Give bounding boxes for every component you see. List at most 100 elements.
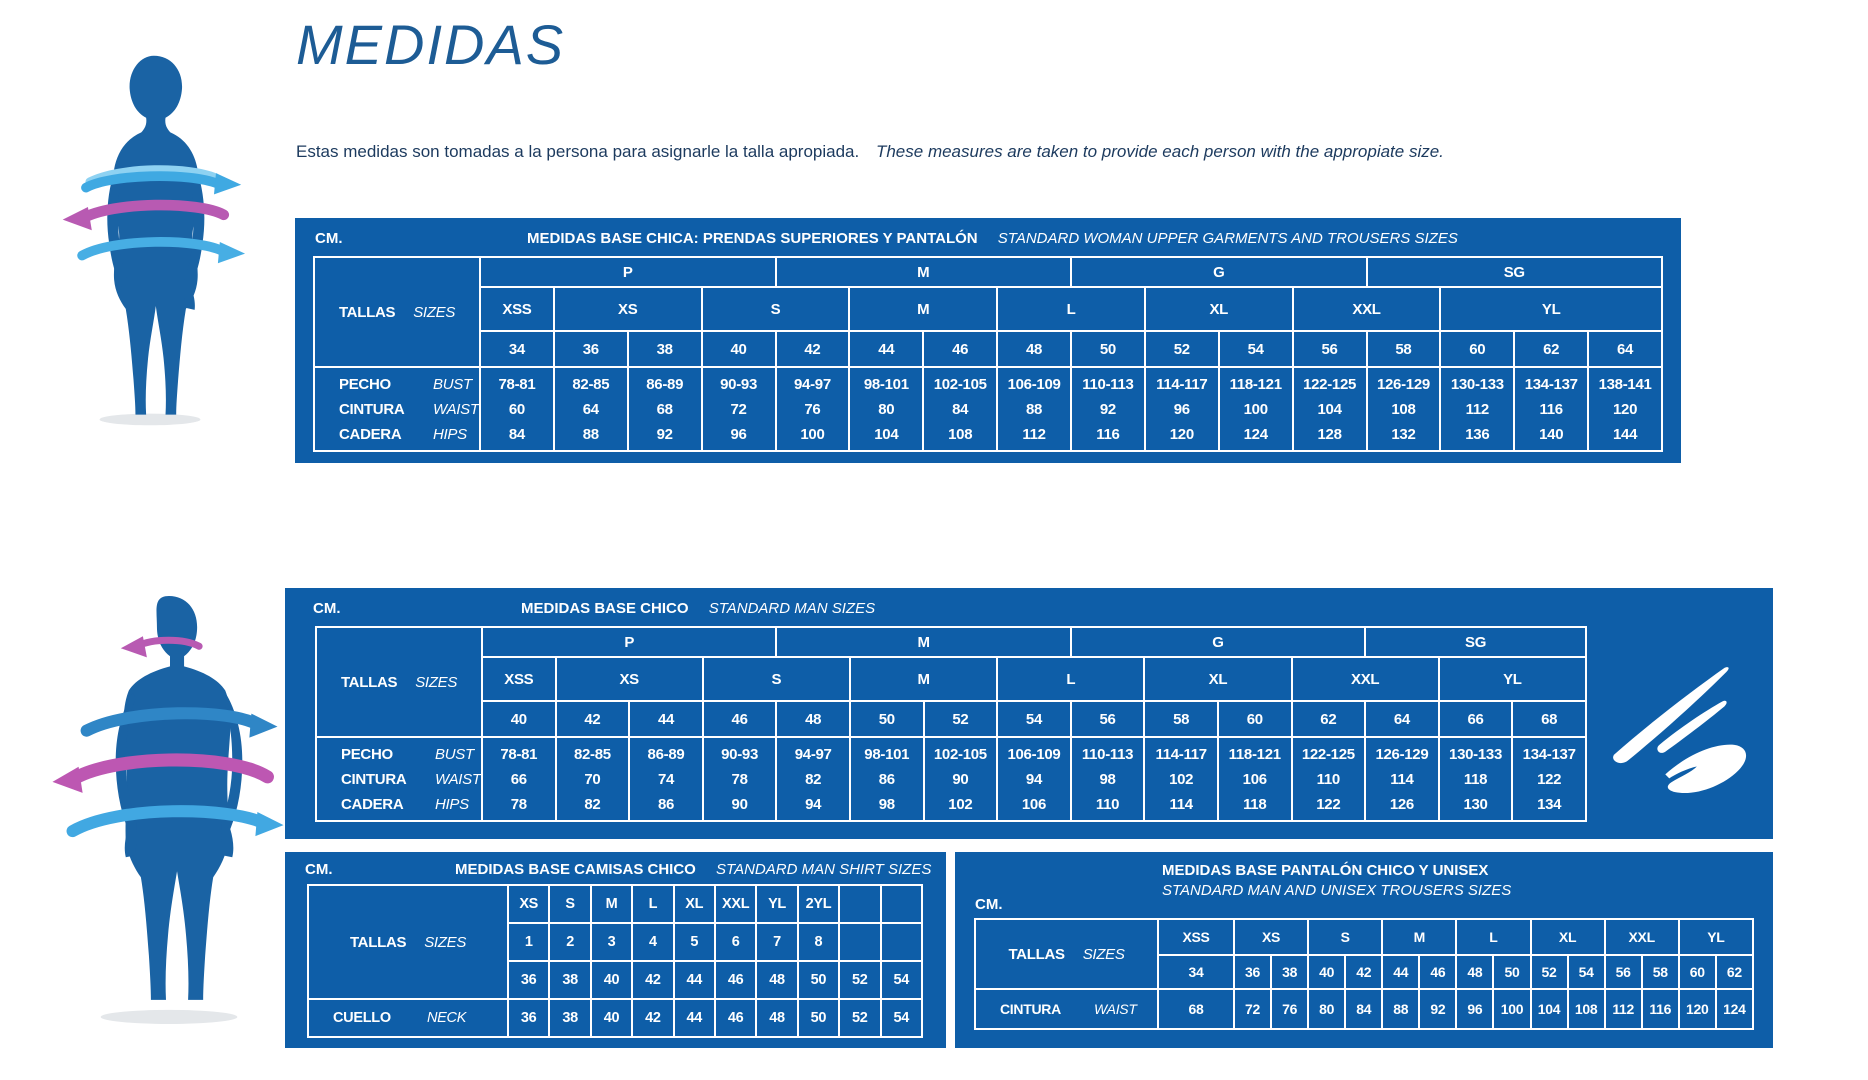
size-code-cell: [838, 922, 882, 962]
measure-values-cell: 86-89 68 92: [626, 366, 703, 452]
measure-value: 118-121: [1229, 375, 1282, 393]
unit-label: CM.: [975, 896, 1003, 913]
trouser-panel-header: CM. MEDIDAS BASE PANTALÓN CHICO Y UNISEX…: [955, 852, 1773, 918]
measure-value: 108: [948, 425, 973, 443]
sizes-label: SIZES: [413, 303, 456, 321]
measure-value: 96: [1173, 400, 1190, 418]
size-letter-cell: YL: [1439, 286, 1663, 332]
size-number-cell: 52: [922, 700, 999, 738]
measure-value: 84: [508, 425, 525, 443]
size-code-cell: 1: [506, 922, 551, 962]
size-number-cell: 62: [1290, 700, 1367, 738]
measure-value: 66: [510, 770, 527, 788]
size-code-cell: 5: [672, 922, 716, 962]
size-number-cell: 50: [848, 700, 925, 738]
measure-labels-cell: CUELLO NECK: [307, 998, 509, 1038]
measure-value: 74: [657, 770, 675, 788]
tallas-sizes-cell: TALLAS SIZES: [313, 256, 481, 368]
measure-value: 98-101: [863, 375, 909, 393]
size-letter-cell: XL: [1529, 918, 1606, 956]
measure-values-cell: 82-85 70 82: [554, 736, 631, 822]
size-number-cell: 42: [774, 330, 851, 368]
size-number-cell: 44: [848, 330, 925, 368]
size-letter-cell: M: [1381, 918, 1458, 956]
measure-value: 102-105: [933, 745, 987, 763]
measure-value: 92: [1418, 988, 1458, 1030]
measure-value: 78: [510, 795, 527, 813]
size-number-cell: 64: [1364, 700, 1440, 738]
size-number-cell: 40: [700, 330, 777, 368]
man-sizes-table: TALLAS SIZES P M G SG XSS XS S M L XL XXL YL 40 42 44 46 4…: [315, 626, 1588, 822]
measure-value: 90: [952, 770, 969, 788]
tallas-sizes-cell: TALLAS SIZES: [307, 884, 509, 1000]
size-group-cell: SG: [1364, 626, 1587, 658]
size-number-cell: 60: [1216, 700, 1293, 738]
measure-value: 124: [1714, 988, 1755, 1030]
measure-value: 86: [878, 770, 895, 788]
size-letter-cell: YL: [1677, 918, 1755, 956]
man-sizes-panel: CM. MEDIDAS BASE CHICO STANDARD MAN SIZE…: [285, 588, 1773, 839]
measure-value: 108: [1566, 988, 1606, 1030]
size-number-cell: 48: [1455, 954, 1495, 990]
measure-label-es: CADERA: [339, 425, 402, 443]
measure-value: 112: [1603, 988, 1643, 1030]
measure-value: 126: [1389, 795, 1414, 813]
measure-value: 90-93: [721, 745, 759, 763]
size-number-cell: 62: [1714, 954, 1755, 990]
measure-label-en: BUST: [435, 745, 474, 763]
size-number-cell: 58: [1143, 700, 1219, 738]
size-group-cell: SG: [1365, 256, 1663, 288]
measure-value: 130-133: [1449, 745, 1502, 763]
measure-values-cell: 122-125 110 122: [1290, 736, 1367, 822]
size-number-cell: 42: [631, 960, 675, 1000]
woman-silhouette-icon: [62, 55, 246, 426]
measure-value: 108: [1391, 400, 1416, 418]
measure-value: 106: [1021, 795, 1047, 813]
measure-values-cell: 130-133 112 136: [1439, 366, 1516, 452]
measure-value: 44: [672, 998, 716, 1038]
man-panel-header: CM. MEDIDAS BASE CHICO STANDARD MAN SIZE…: [285, 588, 1773, 626]
measure-value: 46: [713, 998, 758, 1038]
measure-label-en: WAIST: [433, 400, 479, 418]
tallas-label: TALLAS: [338, 303, 396, 321]
size-code-cell: 6: [713, 922, 758, 962]
tallas-sizes-cell: TALLAS SIZES: [974, 918, 1159, 990]
size-number-cell: 42: [1344, 954, 1384, 990]
shirt-sizes-panel: CM. MEDIDAS BASE CAMISAS CHICO STANDARD …: [285, 852, 946, 1048]
size-letter-cell: XS: [554, 656, 704, 702]
size-number-cell: 40: [1307, 954, 1347, 990]
measure-value: 94: [805, 795, 822, 813]
size-letter-cell: XXL: [1291, 286, 1442, 332]
measure-value: 98: [878, 795, 895, 813]
measure-values-cell: 94-97 76 100: [774, 366, 851, 452]
size-letter-cell: XXL: [713, 884, 758, 924]
size-number-cell: 60: [1677, 954, 1717, 990]
size-group-cell: G: [1069, 626, 1367, 658]
measure-value: 122: [1537, 770, 1562, 788]
tallas-label: TALLAS: [1008, 945, 1065, 963]
measure-value: 102: [1169, 770, 1194, 788]
size-number-cell: 56: [1291, 330, 1368, 368]
size-number-cell: 46: [1418, 954, 1458, 990]
measure-values-cell: 138-141 120 144: [1587, 366, 1663, 452]
measure-value: 78-81: [498, 375, 536, 393]
measure-value: 92: [1099, 400, 1116, 418]
measure-value: 78-81: [500, 745, 538, 763]
measure-values-cell: 110-113 98 110: [1069, 736, 1146, 822]
measure-label-es: CINTURA: [339, 400, 405, 418]
size-number-cell: 48: [755, 960, 799, 1000]
measure-value: 110-113: [1081, 745, 1134, 763]
size-code-cell: 3: [589, 922, 634, 962]
size-number-cell: 46: [701, 700, 778, 738]
measure-value: 42: [631, 998, 675, 1038]
measure-value: 38: [548, 998, 592, 1038]
measure-value: 80: [878, 400, 895, 418]
measure-label-es: CINTURA: [1000, 1000, 1061, 1017]
measure-value: 72: [730, 400, 747, 418]
size-group-cell: M: [775, 626, 1072, 658]
size-letter-cell: S: [548, 884, 592, 924]
measure-value: 114-117: [1156, 375, 1208, 393]
size-number-cell: 58: [1640, 954, 1680, 990]
tallas-sizes-cell: TALLAS SIZES: [315, 626, 483, 738]
measure-values-cell: 106-109 88 112: [996, 366, 1072, 452]
